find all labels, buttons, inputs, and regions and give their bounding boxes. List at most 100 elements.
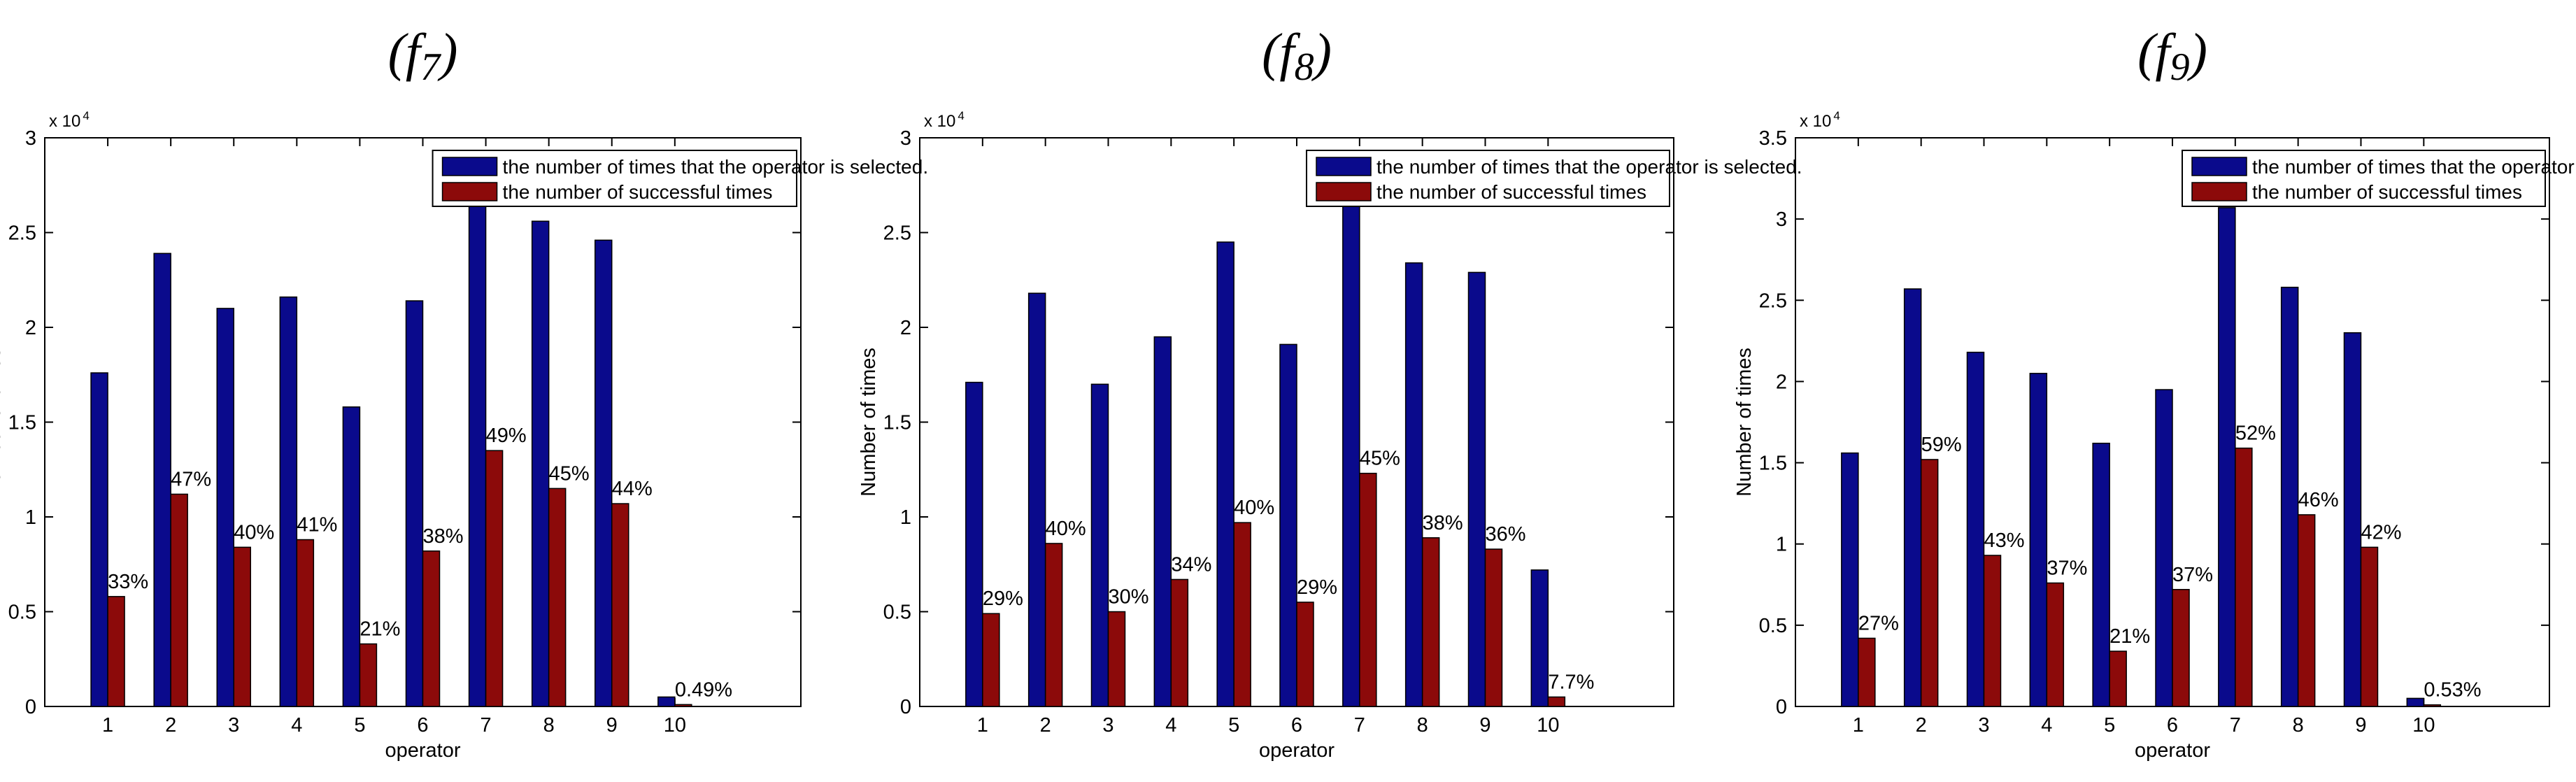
x-tick-label: 6 — [2167, 714, 2178, 737]
percent-label: 29% — [983, 588, 1023, 610]
chart-title-main: (f — [388, 23, 427, 82]
legend-label-successful: the number of successful times — [503, 181, 773, 203]
bar-successful-op7 — [485, 450, 504, 707]
y-tick-label: 3 — [900, 127, 911, 150]
y-tick-label: 0 — [1776, 696, 1787, 718]
x-tick-label: 10 — [664, 714, 686, 737]
bar-successful-op8 — [1421, 537, 1440, 707]
x-tick-label: 8 — [543, 714, 555, 737]
y-tick-label: 3 — [1776, 208, 1787, 231]
percent-label: 34% — [1171, 553, 1211, 576]
y-tick-label: 1 — [900, 506, 911, 529]
axis-exponent-power: 4 — [1833, 109, 1840, 122]
axis-exponent-base: x 10 — [1800, 112, 1831, 131]
bar-selected-op7 — [2218, 207, 2236, 707]
x-tick-label: 6 — [1291, 714, 1302, 737]
axis-exponent-base: x 10 — [924, 112, 955, 131]
x-tick-label: 3 — [228, 714, 239, 737]
bar-selected-op6 — [1279, 343, 1297, 707]
percent-label: 29% — [1297, 576, 1337, 599]
bar-selected-op8 — [531, 220, 550, 707]
legend-label-selected: the number of times that the operator is… — [2252, 156, 2576, 178]
bar-selected-op3 — [1966, 351, 1985, 707]
chart-title-main: (f — [2137, 23, 2176, 82]
y-tick-label: 2.5 — [1759, 290, 1787, 312]
x-tick-label: 2 — [1040, 714, 1051, 737]
x-tick-label: 4 — [2041, 714, 2052, 737]
chart-title-subscript: 8 — [1295, 45, 1314, 89]
bar-selected-op5 — [1216, 241, 1234, 707]
x-tick-label: 10 — [1537, 714, 1559, 737]
bar-successful-op9 — [2360, 546, 2379, 707]
bar-selected-op1 — [1841, 452, 1859, 707]
legend-swatch-successful — [2191, 182, 2247, 201]
bar-selected-op4 — [1153, 336, 1172, 707]
x-tick-label: 6 — [417, 714, 428, 737]
percent-label: 21% — [360, 618, 400, 641]
chart-title-subscript: 9 — [2170, 45, 2190, 89]
legend: the number of times that the operator is… — [2182, 150, 2576, 207]
percent-label: 40% — [1234, 497, 1274, 519]
bar-selected-op2 — [1903, 288, 1922, 707]
bar-selected-op7 — [468, 190, 487, 707]
percent-label: 45% — [549, 462, 590, 485]
bar-successful-op1 — [1858, 637, 1876, 707]
y-tick-label: 1 — [1776, 534, 1787, 556]
chart-title: (f8) — [1262, 23, 1332, 89]
x-tick-label: 4 — [1165, 714, 1176, 737]
x-tick-label: 7 — [1354, 714, 1365, 737]
bar-successful-op9 — [611, 503, 629, 707]
axis-exponent-power: 4 — [958, 109, 964, 122]
bar-successful-op10 — [1547, 696, 1566, 707]
y-tick-label: 1.5 — [883, 412, 911, 434]
axis-exponent-power: 4 — [83, 109, 89, 122]
percent-label: 37% — [2172, 564, 2213, 586]
bar-successful-op9 — [1484, 548, 1503, 707]
bar-successful-op8 — [2297, 514, 2316, 707]
percent-label: 59% — [1921, 434, 1962, 456]
x-axis-label: operator — [2135, 739, 2210, 762]
percent-label: 0.49% — [675, 678, 732, 701]
y-axis-label: Number of times — [0, 348, 5, 497]
x-tick-label: 4 — [291, 714, 302, 737]
x-tick-label: 3 — [1102, 714, 1113, 737]
bar-selected-op1 — [90, 372, 108, 707]
y-tick-label: 2 — [1776, 371, 1787, 393]
bar-selected-op6 — [2155, 389, 2173, 707]
y-tick-label: 0.5 — [8, 602, 36, 624]
bar-selected-op4 — [279, 296, 298, 707]
bar-selected-op6 — [405, 300, 424, 707]
percent-label: 0.53% — [2424, 679, 2481, 702]
percent-label: 41% — [297, 514, 337, 536]
chart-title-close: ) — [1311, 23, 1332, 82]
legend: the number of times that the operator is… — [1306, 150, 1802, 207]
y-axis-label: Number of times — [1733, 348, 1756, 497]
bar-selected-op1 — [965, 381, 983, 707]
y-tick-label: 0.5 — [1759, 615, 1787, 637]
bar-selected-op9 — [2343, 332, 2362, 707]
bar-selected-op3 — [1090, 383, 1109, 707]
legend-label-successful: the number of successful times — [1376, 181, 1646, 203]
x-tick-label: 9 — [1479, 714, 1490, 737]
bar-successful-op3 — [233, 546, 251, 707]
bar-successful-op4 — [296, 539, 315, 707]
bar-successful-op1 — [982, 613, 1000, 707]
axis-exponent-label: x 10 4 — [49, 109, 90, 131]
bar-selected-op4 — [2029, 373, 2048, 707]
percent-label: 47% — [171, 468, 211, 490]
x-tick-label: 7 — [481, 714, 492, 737]
y-tick-label: 0 — [25, 696, 36, 718]
percent-label: 37% — [2047, 557, 2087, 579]
x-tick-label: 5 — [2104, 714, 2115, 737]
axis-exponent-label: x 10 4 — [1800, 109, 1840, 131]
bar-selected-op8 — [2280, 286, 2299, 707]
chart-title-close: ) — [437, 23, 457, 82]
bar-selected-op2 — [1027, 292, 1046, 707]
percent-label: 46% — [2298, 489, 2339, 511]
percent-label: 30% — [1109, 586, 1149, 609]
bar-selected-op3 — [216, 308, 234, 707]
y-tick-label: 2.5 — [883, 222, 911, 245]
percent-label: 49% — [486, 425, 527, 447]
